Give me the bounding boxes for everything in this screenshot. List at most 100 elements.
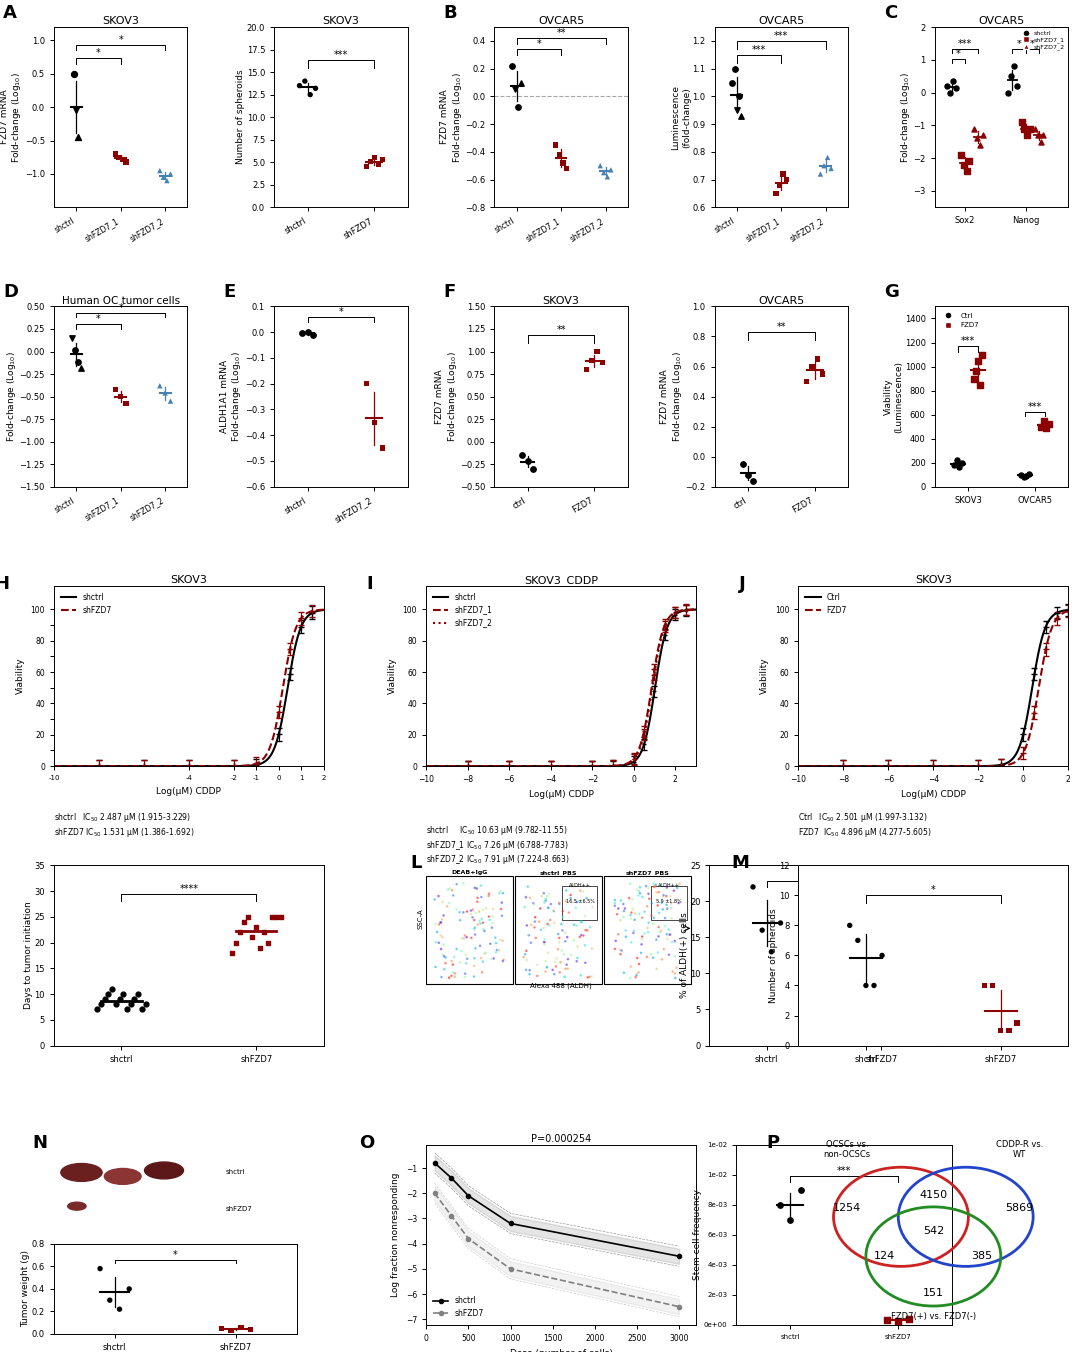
X-axis label: Log(μM) CDDP: Log(μM) CDDP (156, 787, 221, 796)
Point (559, 957, 576, 979)
Point (547, 956, 564, 977)
Point (475, 950, 492, 972)
Point (654, 899, 671, 921)
Point (468, 877, 486, 899)
Point (482, 948, 500, 969)
Point (535, 917, 552, 938)
Ctrl (1073, 602, 1079, 618)
Point (633, 929, 651, 950)
Point (66, 339, 83, 361)
Point (456, 963, 474, 984)
Point (613, 940, 630, 961)
Point (432, 911, 449, 933)
Point (433, 925, 450, 946)
Point (622, 873, 639, 895)
Point (107, 379, 124, 400)
Point (650, 942, 667, 964)
Point (514, 445, 531, 466)
Point (606, 892, 624, 914)
Point (550, 892, 568, 914)
Point (231, 922, 248, 944)
Point (519, 450, 536, 472)
Point (437, 952, 454, 973)
Point (653, 892, 670, 914)
Point (481, 909, 498, 930)
shctrl (182, 758, 195, 775)
Text: FZD7(+) vs. FZD7(-): FZD7(+) vs. FZD7(-) (891, 1313, 975, 1321)
Point (476, 942, 493, 964)
Ctrl (926, 758, 939, 775)
Point (438, 895, 455, 917)
Point (451, 902, 468, 923)
Point (552, 952, 570, 973)
Point (474, 961, 491, 983)
Point (99, 983, 117, 1005)
Point (517, 886, 534, 907)
Point (633, 926, 651, 948)
Point (661, 923, 679, 945)
Y-axis label: Number of spheroids: Number of spheroids (236, 70, 245, 165)
shFZD7_1 (683, 602, 696, 618)
Point (647, 929, 665, 950)
Point (557, 930, 574, 952)
Point (658, 923, 675, 945)
Point (571, 926, 588, 948)
Point (583, 350, 600, 372)
Point (659, 929, 677, 950)
Point (568, 915, 585, 937)
shctrl (672, 1248, 685, 1264)
Point (658, 886, 675, 907)
FZD7 (792, 758, 805, 775)
Text: 124: 124 (874, 1252, 896, 1261)
Ctrl (1022, 700, 1035, 717)
shctrl (215, 758, 228, 775)
Point (457, 953, 475, 975)
Point (478, 898, 495, 919)
Text: ***: *** (333, 50, 349, 61)
Point (596, 162, 613, 184)
Ctrl (792, 758, 805, 775)
Point (63, 327, 80, 349)
Point (536, 888, 554, 910)
Point (630, 884, 647, 906)
Point (492, 898, 509, 919)
Point (448, 898, 465, 919)
Text: 151: 151 (923, 1287, 944, 1298)
Point (627, 967, 644, 988)
shFZD7_1 (548, 758, 561, 775)
Point (584, 938, 601, 960)
shctrl (200, 758, 213, 775)
Point (653, 919, 670, 941)
Point (546, 964, 563, 986)
Point (650, 926, 667, 948)
Point (268, 906, 285, 927)
Point (467, 937, 484, 959)
Point (958, 161, 975, 183)
Point (573, 911, 590, 933)
Text: F: F (443, 283, 456, 301)
Point (558, 955, 575, 976)
Point (970, 350, 987, 372)
Point (568, 950, 585, 972)
shctrl (504, 1215, 517, 1232)
shFZD7 (428, 1186, 441, 1202)
Text: *: * (536, 39, 542, 49)
Point (487, 927, 504, 949)
Point (652, 922, 669, 944)
Point (624, 898, 641, 919)
Point (452, 941, 469, 963)
Point (1021, 462, 1038, 484)
Point (457, 926, 475, 948)
Point (631, 876, 648, 898)
Point (570, 891, 587, 913)
Point (575, 925, 592, 946)
Point (955, 154, 972, 176)
Text: M: M (732, 854, 749, 872)
Point (966, 118, 983, 139)
Point (610, 898, 627, 919)
Text: *: * (96, 49, 100, 58)
Point (648, 959, 666, 980)
Point (658, 898, 675, 919)
Point (469, 914, 487, 936)
Point (527, 911, 544, 933)
